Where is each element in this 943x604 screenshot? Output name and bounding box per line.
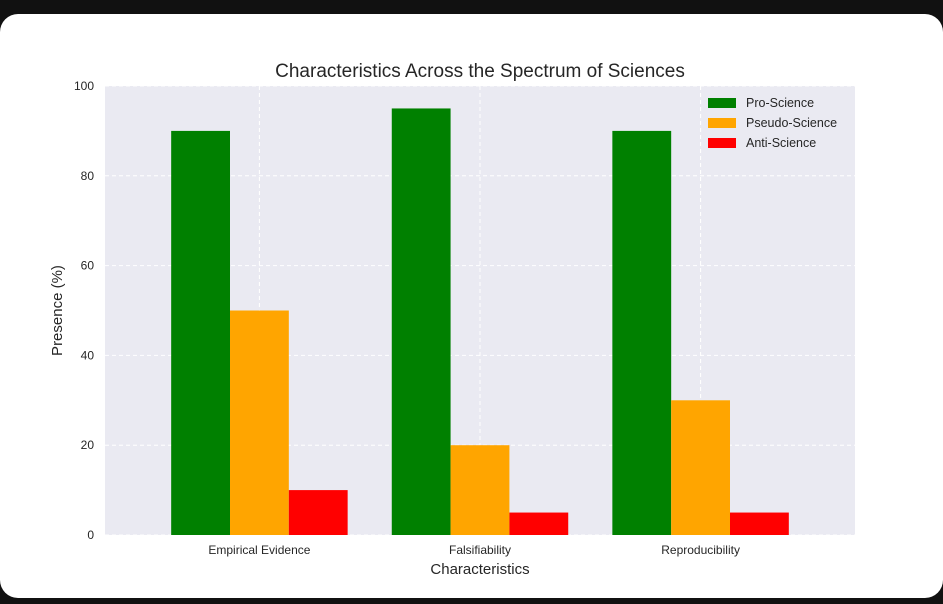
bar-anti-science-empirical-evidence xyxy=(288,490,348,535)
bar-pseudo-science-reproducibility xyxy=(671,400,730,535)
bar-pseudo-science-falsifiability xyxy=(450,445,510,535)
bar-anti-science-falsifiability xyxy=(509,512,569,535)
x-tick-label: Empirical Evidence xyxy=(208,543,310,557)
x-tick-label: Falsifiability xyxy=(449,543,511,557)
x-tick-label: Reproducibility xyxy=(661,543,740,557)
bar-pro-science-reproducibility xyxy=(612,130,672,535)
legend-label: Anti-Science xyxy=(746,136,816,150)
bars xyxy=(171,108,789,535)
y-axis-label: Presence (%) xyxy=(49,265,66,356)
y-tick-label: 80 xyxy=(81,169,95,183)
chart-title: Characteristics Across the Spectrum of S… xyxy=(275,61,685,82)
bar-pro-science-falsifiability xyxy=(391,108,451,535)
y-tick-label: 60 xyxy=(81,259,95,273)
bar-anti-science-reproducibility xyxy=(730,512,789,535)
y-tick-label: 0 xyxy=(87,528,94,542)
legend-swatch xyxy=(708,118,736,128)
y-tick-label: 40 xyxy=(81,348,95,362)
bar-pro-science-empirical-evidence xyxy=(171,130,230,535)
y-axis-ticks: 0 20 40 60 80 100 xyxy=(74,79,94,542)
legend-label: Pro-Science xyxy=(746,96,814,110)
x-axis-label: Characteristics xyxy=(430,561,529,578)
legend-swatch xyxy=(708,138,736,148)
y-tick-label: 100 xyxy=(74,79,94,93)
x-axis-ticks: Empirical Evidence Falsifiability Reproduc… xyxy=(208,543,740,557)
legend-label: Pseudo-Science xyxy=(746,116,837,130)
bar-pseudo-science-empirical-evidence xyxy=(230,310,289,535)
legend: Pro-Science Pseudo-Science Anti-Science xyxy=(708,96,837,150)
legend-swatch xyxy=(708,98,736,108)
y-tick-label: 20 xyxy=(81,438,95,452)
